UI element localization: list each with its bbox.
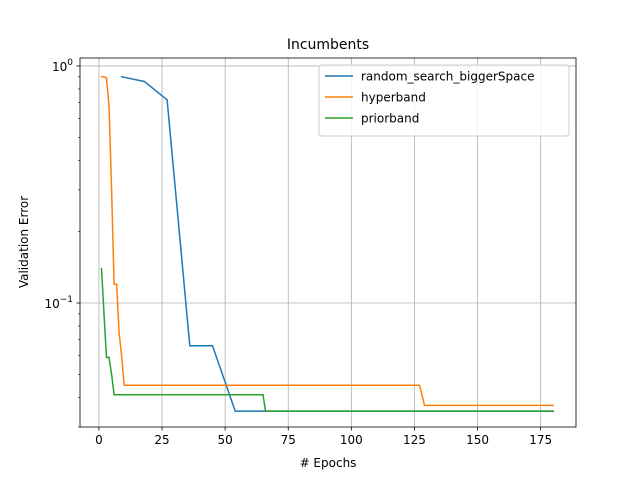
data-point bbox=[418, 384, 421, 386]
chart-title: Incumbents bbox=[287, 37, 369, 53]
data-point bbox=[113, 283, 115, 286]
data-point bbox=[120, 354, 123, 357]
data-point bbox=[115, 283, 118, 286]
data-point bbox=[166, 99, 168, 101]
x-tick-label: 75 bbox=[281, 433, 296, 447]
legend: random_search_biggerSpace hyperband priorb… bbox=[318, 64, 570, 137]
legend-label-1: hyperband bbox=[361, 91, 426, 105]
data-point bbox=[257, 410, 259, 412]
x-tick-label: 175 bbox=[529, 433, 552, 447]
data-point bbox=[110, 373, 113, 376]
x-tick-label: 0 bbox=[95, 433, 103, 447]
data-point bbox=[264, 410, 267, 412]
data-point bbox=[105, 356, 108, 359]
data-point bbox=[125, 384, 128, 386]
legend-label-0: random_search_biggerSpace bbox=[361, 70, 534, 84]
data-point bbox=[259, 394, 262, 396]
series-layer bbox=[100, 76, 555, 412]
y-tick-base: 10 bbox=[44, 297, 59, 311]
y-tick-label: 10−1 bbox=[44, 295, 73, 311]
data-point bbox=[552, 410, 555, 412]
data-point bbox=[113, 394, 115, 396]
legend-label-2: priorband bbox=[361, 112, 419, 126]
x-tick-label: 150 bbox=[466, 433, 489, 447]
data-point bbox=[552, 404, 555, 407]
data-point bbox=[211, 345, 214, 347]
data-point bbox=[123, 384, 125, 386]
data-point bbox=[189, 345, 191, 347]
data-point bbox=[100, 76, 103, 78]
data-point bbox=[115, 394, 118, 396]
y-tick-exponent: −1 bbox=[60, 295, 73, 305]
x-tick-label: 100 bbox=[340, 433, 363, 447]
x-axis-title: # Epochs bbox=[300, 456, 357, 470]
data-point bbox=[118, 331, 120, 334]
data-point bbox=[108, 356, 110, 359]
y-tick-exponent: 0 bbox=[67, 58, 73, 68]
y-tick-base: 10 bbox=[52, 60, 67, 74]
data-point bbox=[262, 394, 264, 396]
x-tick-label: 125 bbox=[403, 433, 426, 447]
plot-frame bbox=[79, 57, 577, 428]
x-tick-label: 25 bbox=[154, 433, 169, 447]
y-tick-label: 100 bbox=[52, 58, 73, 74]
data-point bbox=[103, 76, 105, 78]
x-tick-label: 50 bbox=[217, 433, 232, 447]
data-point bbox=[421, 394, 423, 396]
data-point bbox=[120, 76, 123, 78]
data-point bbox=[143, 80, 146, 83]
data-point bbox=[103, 313, 105, 315]
data-point bbox=[105, 77, 108, 79]
data-point bbox=[423, 404, 426, 407]
data-point bbox=[108, 104, 110, 107]
data-point bbox=[100, 267, 103, 270]
y-axis-title: Validation Error bbox=[17, 196, 31, 288]
legend-box bbox=[318, 64, 570, 137]
data-point bbox=[234, 410, 236, 412]
data-point bbox=[110, 189, 113, 191]
